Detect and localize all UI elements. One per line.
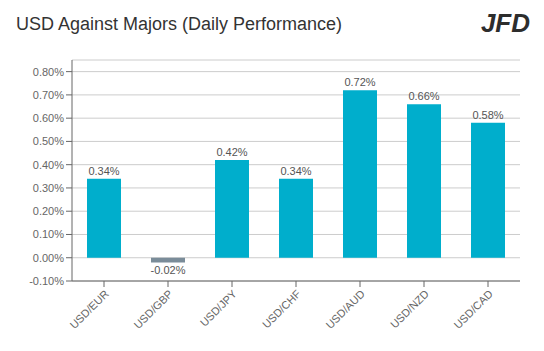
svg-text:0.42%: 0.42% [216,146,247,158]
html-text:USD Against Majors (Daily Perf: USD Against Majors (Daily Performance) [16,14,343,34]
svg-text:0.50%: 0.50% [33,135,64,147]
svg-text:0.20%: 0.20% [33,205,64,217]
svg-text:-0.10%: -0.10% [29,275,64,287]
svg-text:0.10%: 0.10% [33,228,64,240]
svg-text:0.60%: 0.60% [33,112,64,124]
svg-text:USD/EUR: USD/EUR [67,287,111,331]
svg-text:0.34%: 0.34% [280,165,311,177]
svg-text:0.00%: 0.00% [33,252,64,264]
svg-text:0.80%: 0.80% [33,66,64,78]
svg-text:USD/GBP: USD/GBP [131,287,174,330]
svg-text:0.34%: 0.34% [88,165,119,177]
svg-text:USD/JPY: USD/JPY [198,287,240,329]
svg-text:0.66%: 0.66% [408,90,439,102]
svg-text:0.72%: 0.72% [344,76,375,88]
svg-text:0.70%: 0.70% [33,89,64,101]
svg-text:0.30%: 0.30% [33,182,64,194]
html-text:JFD: JFD [480,8,530,38]
svg-text:USD/CAD: USD/CAD [451,287,495,331]
svg-text:0.58%: 0.58% [472,109,503,121]
svg-text:USD/NZD: USD/NZD [388,287,431,330]
svg-text:USD/AUD: USD/AUD [323,287,367,331]
svg-text:USD/CHF: USD/CHF [260,287,303,330]
svg-text:-0.02%: -0.02% [151,264,186,276]
svg-text:0.40%: 0.40% [33,159,64,171]
